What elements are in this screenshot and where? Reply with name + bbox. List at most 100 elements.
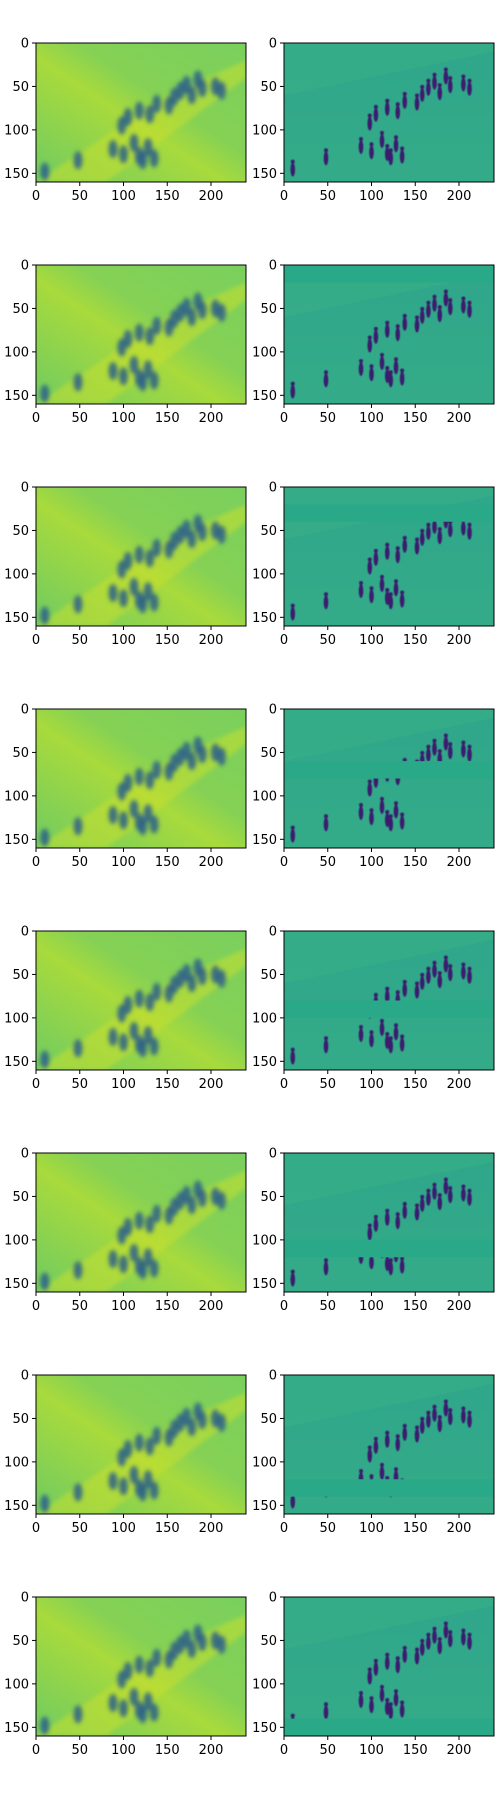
x-tick-label: 100: [359, 1743, 384, 1758]
x-tick-label: 200: [447, 855, 472, 870]
masked-band: [284, 761, 494, 779]
axes-frame: [283, 486, 495, 627]
y-tick-label: 150: [252, 1499, 277, 1514]
y-tick-label: 100: [252, 345, 277, 360]
y-tick-label: 100: [4, 1677, 29, 1692]
y-tick-label: 50: [260, 1190, 277, 1205]
y-tick-label: 50: [260, 746, 277, 761]
x-tick-label: 100: [111, 855, 136, 870]
x-tick-label: 150: [403, 1521, 428, 1536]
heatmap-image: [284, 1153, 494, 1292]
left-panel-row-8: 0 50 100 150 200 0 50 100 150: [4, 1591, 247, 1758]
y-tick-label: 50: [12, 968, 29, 983]
y-tick-label: 50: [12, 302, 29, 317]
x-tick-label: 0: [32, 633, 40, 648]
left-panel-row-3: 0 50 100 150 200 0 50 100 150: [4, 481, 247, 648]
y-tick-label: 100: [4, 1233, 29, 1248]
axes-frame: [283, 930, 495, 1071]
x-tick-label: 150: [403, 633, 428, 648]
x-tick-label: 50: [71, 1521, 88, 1536]
x-tick-label: 100: [111, 1743, 136, 1758]
x-tick-label: 150: [403, 189, 428, 204]
x-tick-label: 200: [199, 411, 224, 426]
x-tick-label: 0: [32, 855, 40, 870]
x-tick-label: 100: [359, 1077, 384, 1092]
x-tick-label: 150: [155, 855, 180, 870]
x-tick-label: 50: [71, 855, 88, 870]
left-panel-row-1: 0 50 100 150 200 0 50 100 150: [4, 37, 247, 204]
y-tick-label: 0: [21, 1369, 29, 1384]
right-panel-row-1: 0 50 100 150 200 0 50 100 150: [252, 37, 495, 204]
x-tick-label: 100: [359, 1521, 384, 1536]
left-panel-row-4: 0 50 100 150 200 0 50 100 150: [4, 703, 247, 870]
x-tick-label: 50: [319, 1077, 336, 1092]
x-tick-label: 150: [155, 1521, 180, 1536]
y-tick-label: 150: [4, 167, 29, 182]
left-panel-row-6: 0 50 100 150 200 0 50 100 150: [4, 1147, 247, 1314]
x-tick-label: 100: [111, 1521, 136, 1536]
x-tick-label: 0: [32, 1299, 40, 1314]
x-tick-label: 150: [403, 1299, 428, 1314]
y-tick-label: 150: [252, 833, 277, 848]
x-tick-label: 0: [32, 411, 40, 426]
x-tick-label: 200: [199, 1743, 224, 1758]
x-tick-label: 100: [359, 411, 384, 426]
axes-frame: [283, 708, 495, 849]
y-tick-label: 100: [4, 1455, 29, 1470]
y-tick-label: 150: [4, 833, 29, 848]
x-tick-label: 0: [280, 855, 288, 870]
x-tick-label: 0: [280, 411, 288, 426]
x-tick-label: 0: [280, 1299, 288, 1314]
x-tick-label: 50: [71, 633, 88, 648]
y-tick-label: 0: [269, 37, 277, 52]
x-tick-label: 50: [319, 633, 336, 648]
x-tick-label: 200: [447, 1743, 472, 1758]
x-tick-label: 150: [155, 633, 180, 648]
x-tick-label: 150: [155, 1743, 180, 1758]
x-tick-label: 200: [447, 1521, 472, 1536]
x-tick-label: 100: [359, 189, 384, 204]
y-tick-label: 100: [4, 789, 29, 804]
masked-band: [284, 1000, 494, 1018]
y-tick-label: 0: [21, 259, 29, 274]
y-tick-label: 150: [4, 611, 29, 626]
x-tick-label: 50: [319, 855, 336, 870]
y-tick-label: 0: [269, 1147, 277, 1162]
y-tick-label: 100: [252, 1455, 277, 1470]
masked-band: [284, 1479, 494, 1497]
axes-frame: [35, 930, 247, 1071]
x-tick-label: 200: [447, 189, 472, 204]
x-tick-label: 0: [32, 1077, 40, 1092]
x-tick-label: 0: [280, 1743, 288, 1758]
y-tick-label: 50: [12, 746, 29, 761]
axes-frame: [283, 1152, 495, 1293]
x-tick-label: 0: [32, 1743, 40, 1758]
heatmap-image: [36, 43, 246, 182]
x-tick-label: 50: [319, 189, 336, 204]
y-tick-label: 0: [21, 1147, 29, 1162]
y-tick-label: 0: [269, 259, 277, 274]
axes-frame: [35, 486, 247, 627]
heatmap-image: [36, 1375, 246, 1514]
x-tick-label: 150: [403, 855, 428, 870]
y-tick-label: 150: [4, 1277, 29, 1292]
axes-frame: [35, 1596, 247, 1737]
axes-frame: [35, 42, 247, 183]
y-tick-label: 100: [252, 1011, 277, 1026]
x-tick-label: 100: [111, 1077, 136, 1092]
right-panel-row-5: 0 50 100 150 200 0 50 100 150: [252, 925, 495, 1092]
heatmap-image: [36, 709, 246, 848]
y-tick-label: 100: [252, 567, 277, 582]
x-tick-label: 100: [111, 1299, 136, 1314]
y-tick-label: 50: [260, 1412, 277, 1427]
x-tick-label: 100: [359, 1299, 384, 1314]
x-tick-label: 200: [199, 1299, 224, 1314]
heatmap-image: [36, 487, 246, 626]
y-tick-label: 0: [269, 481, 277, 496]
axes-frame: [283, 1374, 495, 1515]
x-tick-label: 150: [403, 411, 428, 426]
y-tick-label: 0: [21, 37, 29, 52]
right-panel-row-2: 0 50 100 150 200 0 50 100 150: [252, 259, 495, 426]
x-tick-label: 150: [155, 1299, 180, 1314]
x-tick-label: 200: [447, 1077, 472, 1092]
